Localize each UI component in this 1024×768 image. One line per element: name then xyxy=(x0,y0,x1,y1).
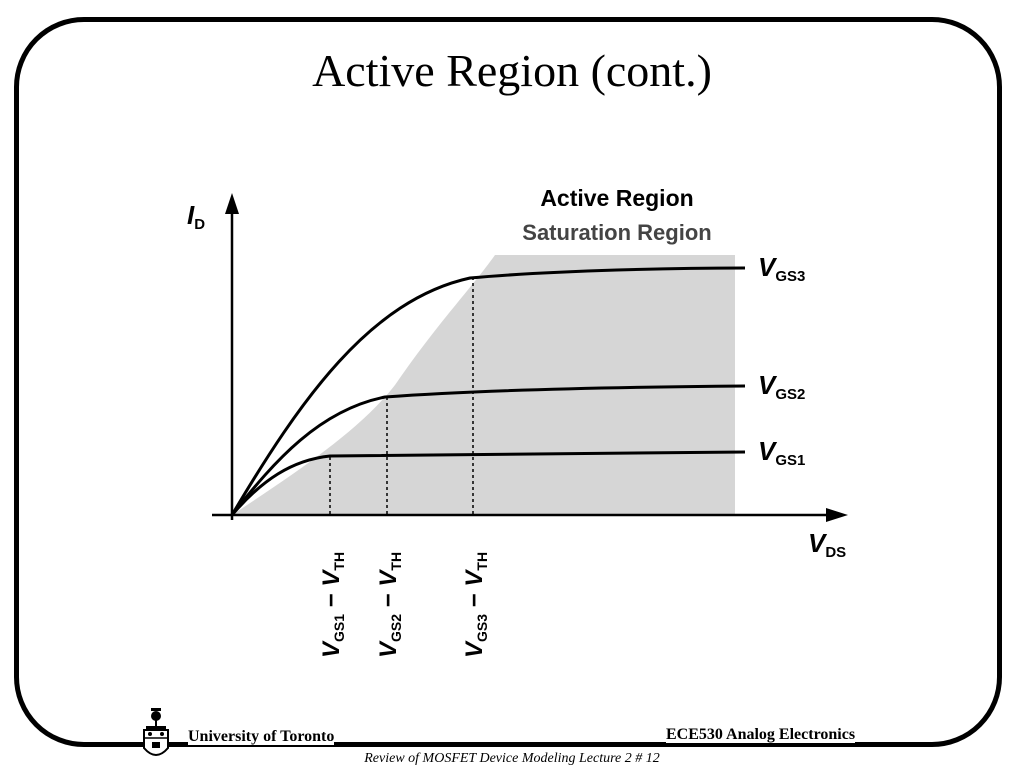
x-axis-label-sub: DS xyxy=(825,544,846,561)
curve-label-vgs3-main: V xyxy=(758,252,778,282)
y-axis-arrow xyxy=(225,193,239,214)
curve-label-vgs2-sub: GS2 xyxy=(775,386,805,403)
overdrive-label-vgs2: VGS2 − VTH xyxy=(375,552,404,658)
curve-label-vgs1-main: V xyxy=(758,436,778,466)
footer-university: University of Toronto xyxy=(188,728,335,745)
overdrive-label-vgs2-v: V xyxy=(375,640,402,658)
curve-label-vgs3-sub: GS3 xyxy=(775,268,805,285)
x-axis-label-main: V xyxy=(808,528,828,558)
footer-course: ECE530 Analog Electronics xyxy=(666,726,856,743)
curve-label-vgs2: VGS2 xyxy=(758,370,805,403)
overdrive-label-vgs2-gs-sub: GS2 xyxy=(388,614,404,642)
overdrive-label-vgs3-minus: − xyxy=(461,587,488,614)
y-axis-label-main: I xyxy=(187,200,195,230)
curve-label-vgs3: VGS3 xyxy=(758,252,805,285)
x-axis-arrow xyxy=(826,508,848,522)
slide-title: Active Region (cont.) xyxy=(312,45,712,96)
footer-subtitle: Review of MOSFET Device Modeling Lecture… xyxy=(364,751,660,766)
y-axis-label: ID xyxy=(187,200,205,233)
curve-vgs3 xyxy=(230,266,746,516)
overdrive-label-vgs2-th-sub: TH xyxy=(388,552,404,571)
curve-label-vgs1-sub: GS1 xyxy=(775,452,805,469)
overdrive-label-vgs2-v2: V xyxy=(375,569,402,587)
overdrive-label-vgs3-v2: V xyxy=(461,569,488,587)
overdrive-label-vgs1-v: V xyxy=(318,640,345,658)
x-axis-label: VDS xyxy=(808,528,846,561)
curve-label-vgs1: VGS1 xyxy=(758,436,805,469)
overdrive-label-vgs3-v: V xyxy=(461,640,488,658)
overdrive-label-vgs3-th-sub: TH xyxy=(474,552,490,571)
y-axis-label-sub: D xyxy=(194,216,205,233)
overdrive-label-vgs1-v2: V xyxy=(318,569,345,587)
saturation-region-label: Saturation Region xyxy=(522,220,711,245)
curve-vgs1 xyxy=(230,450,746,516)
overdrive-label-vgs1: VGS1 − VTH xyxy=(318,552,347,658)
overdrive-label-vgs1-gs-sub: GS1 xyxy=(331,614,347,642)
saturation-region-shade xyxy=(232,255,735,515)
curve-vgs2 xyxy=(230,384,746,516)
university-crest-icon xyxy=(143,708,169,756)
overdrive-label-vgs3: VGS3 − VTH xyxy=(461,552,490,658)
curve-label-vgs2-main: V xyxy=(758,370,778,400)
active-region-label: Active Region xyxy=(540,185,693,211)
overdrive-label-vgs1-th-sub: TH xyxy=(331,552,347,571)
overdrive-label-vgs2-minus: − xyxy=(375,587,402,614)
overdrive-label-vgs3-gs-sub: GS3 xyxy=(474,614,490,642)
overdrive-label-vgs1-minus: − xyxy=(318,587,345,614)
